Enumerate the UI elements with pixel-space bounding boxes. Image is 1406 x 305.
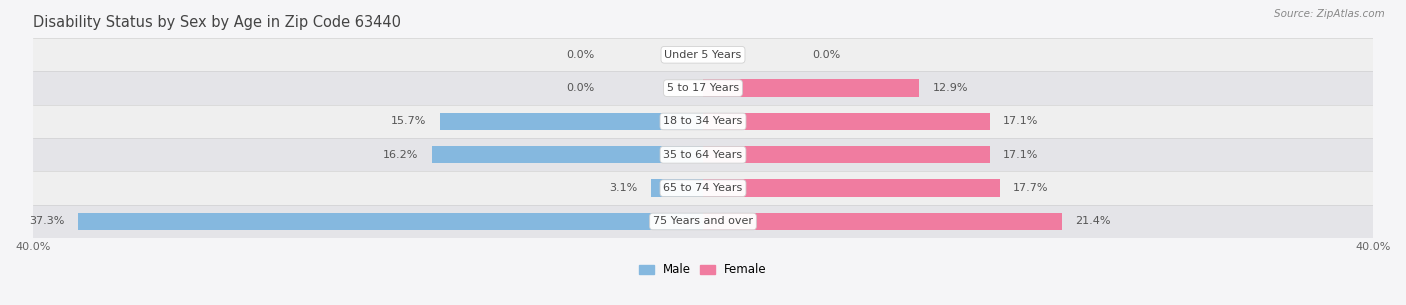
Text: 21.4%: 21.4%	[1076, 217, 1111, 227]
Text: 65 to 74 Years: 65 to 74 Years	[664, 183, 742, 193]
Text: 0.0%: 0.0%	[565, 83, 595, 93]
Text: 16.2%: 16.2%	[382, 150, 418, 160]
Bar	[32, 205, 1374, 238]
Bar	[703, 213, 1062, 230]
Text: 37.3%: 37.3%	[30, 217, 65, 227]
Bar	[703, 113, 990, 130]
Bar	[32, 138, 1374, 171]
Bar	[703, 79, 920, 97]
Bar	[440, 113, 703, 130]
Text: Source: ZipAtlas.com: Source: ZipAtlas.com	[1274, 9, 1385, 19]
Legend: Male, Female: Male, Female	[640, 263, 766, 276]
Text: 35 to 64 Years: 35 to 64 Years	[664, 150, 742, 160]
Bar	[432, 146, 703, 163]
Text: 17.7%: 17.7%	[1012, 183, 1049, 193]
Text: 0.0%: 0.0%	[811, 50, 841, 60]
Bar	[77, 213, 703, 230]
Bar	[32, 71, 1374, 105]
Bar	[32, 38, 1374, 71]
Text: 18 to 34 Years: 18 to 34 Years	[664, 117, 742, 127]
Text: 3.1%: 3.1%	[609, 183, 638, 193]
Bar	[32, 171, 1374, 205]
Text: 75 Years and over: 75 Years and over	[652, 217, 754, 227]
Text: 5 to 17 Years: 5 to 17 Years	[666, 83, 740, 93]
Text: 17.1%: 17.1%	[1002, 117, 1039, 127]
Bar	[32, 105, 1374, 138]
Text: 15.7%: 15.7%	[391, 117, 426, 127]
Bar	[703, 179, 1000, 197]
Bar	[703, 146, 990, 163]
Text: 17.1%: 17.1%	[1002, 150, 1039, 160]
Text: 0.0%: 0.0%	[565, 50, 595, 60]
Text: Under 5 Years: Under 5 Years	[665, 50, 741, 60]
Bar	[651, 179, 703, 197]
Text: Disability Status by Sex by Age in Zip Code 63440: Disability Status by Sex by Age in Zip C…	[32, 15, 401, 30]
Text: 12.9%: 12.9%	[932, 83, 969, 93]
